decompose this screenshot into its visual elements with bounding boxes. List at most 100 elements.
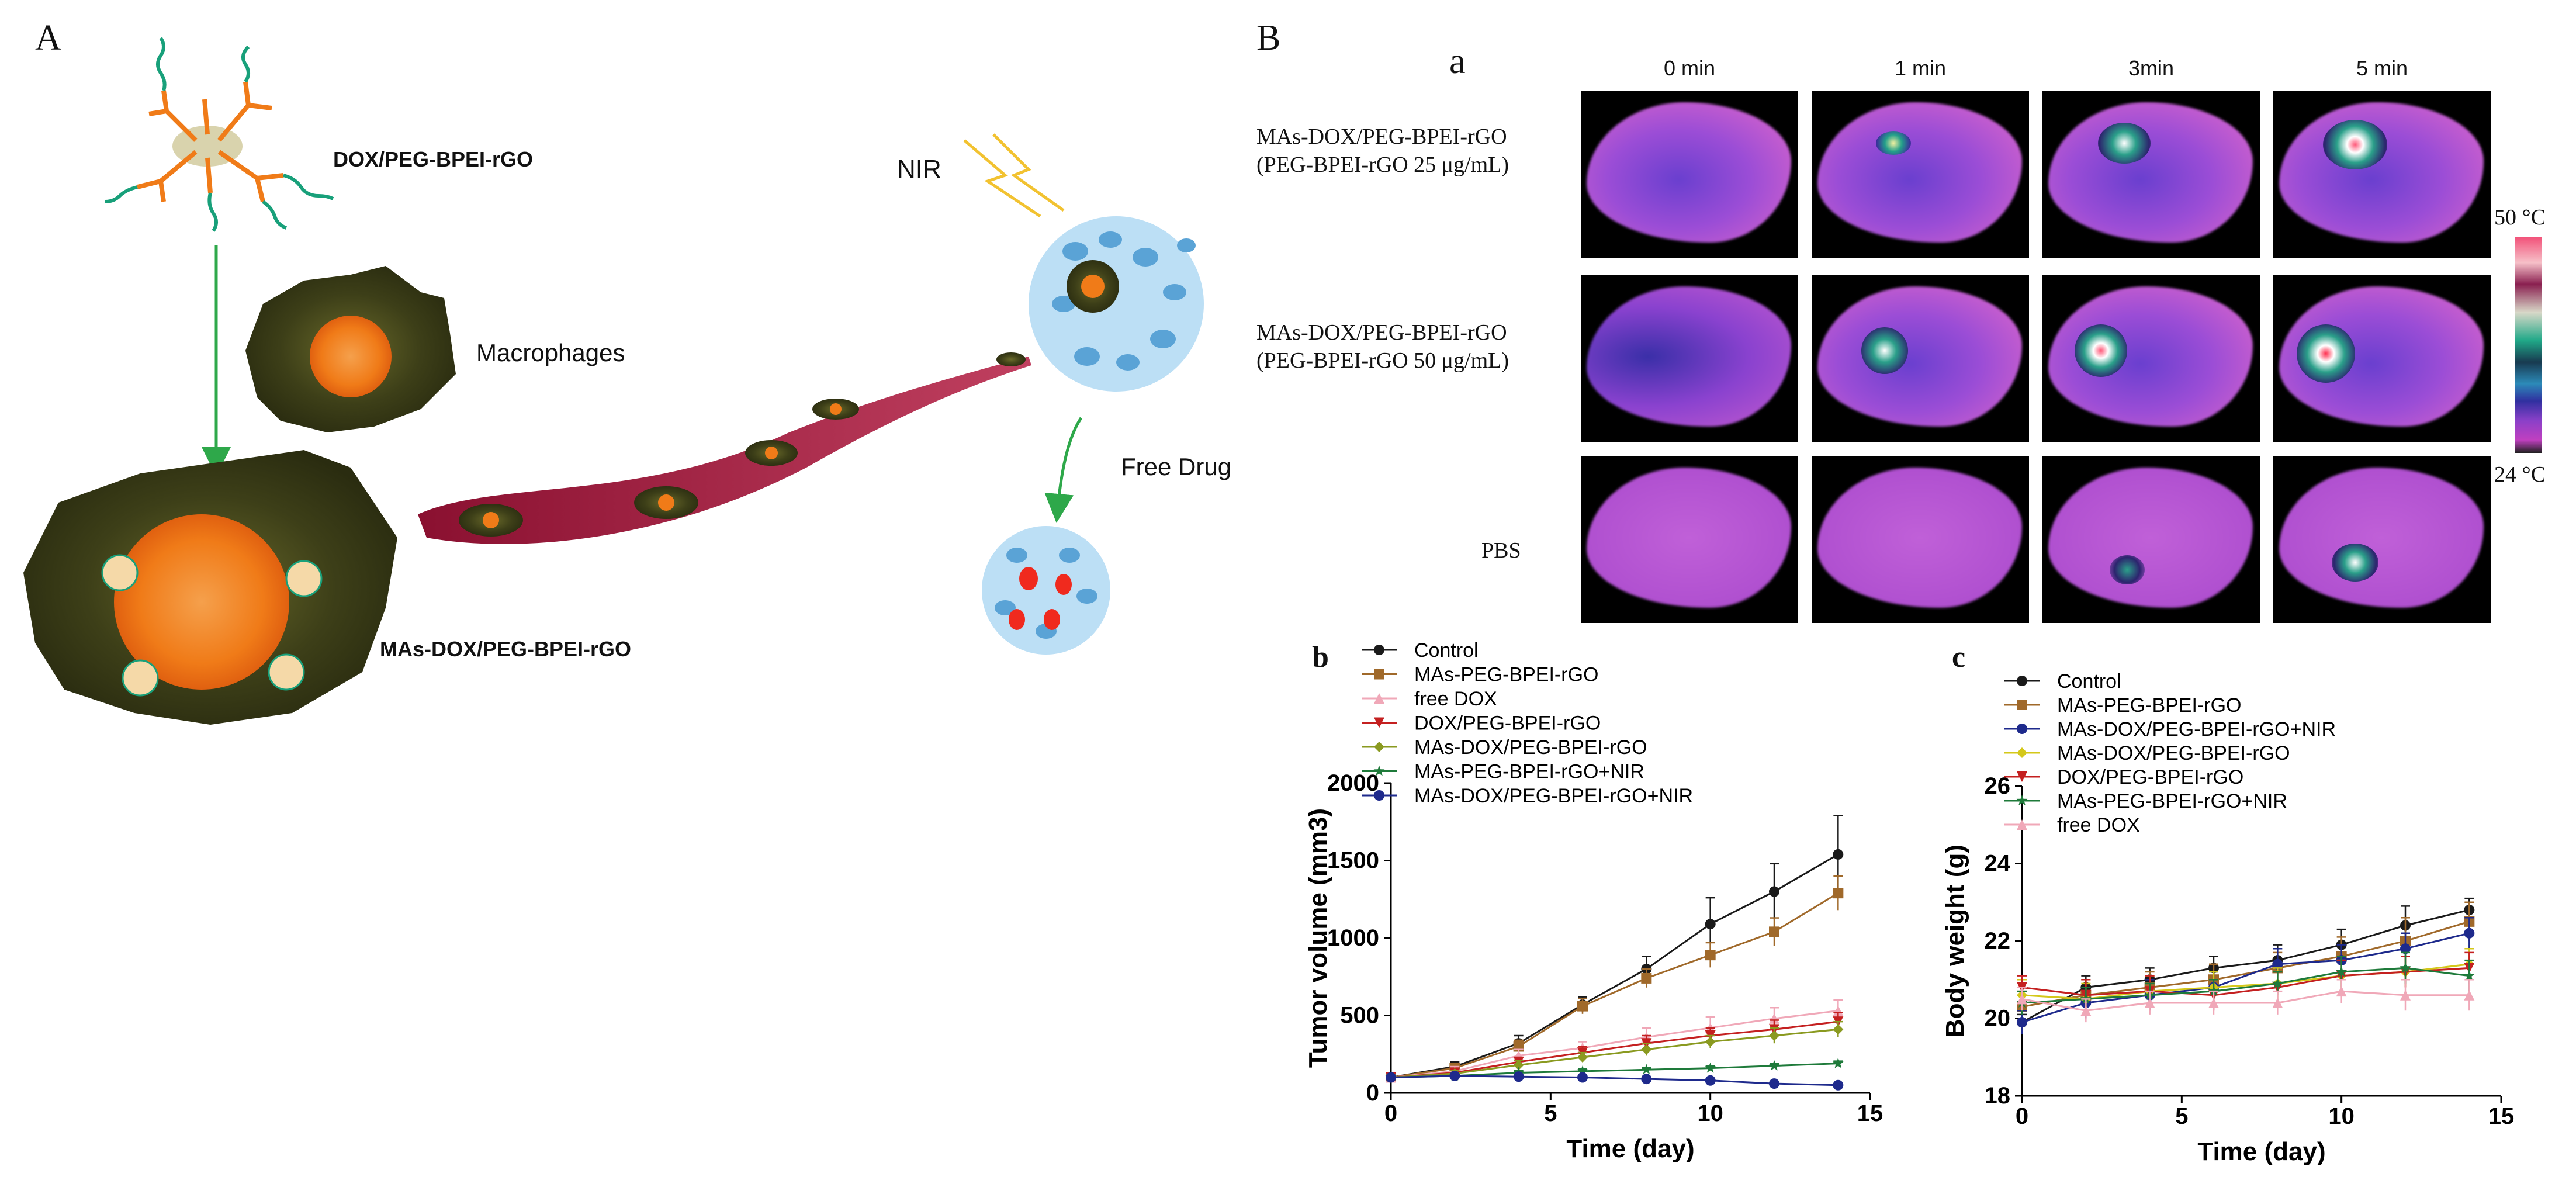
legend-label: free DOX — [1414, 688, 1497, 710]
series — [1386, 1070, 1844, 1091]
y-axis-label: Tumor volume (mm3) — [1304, 808, 1332, 1068]
y-tick-label: 24 — [1985, 851, 2011, 877]
data-point — [2017, 700, 2027, 710]
series-line — [2021, 990, 2470, 1012]
data-point — [2336, 986, 2347, 997]
series-line — [1390, 1020, 1838, 1078]
panel-letter-a: A — [35, 18, 61, 58]
schematic-illustration — [23, 37, 1204, 725]
series-line — [1390, 1028, 1838, 1078]
row-label-line2: (PEG-BPEI-rGO 50 μg/mL) — [1256, 348, 1509, 373]
legend-label: DOX/PEG-BPEI-rGO — [2057, 766, 2243, 788]
data-point — [1769, 1078, 1779, 1089]
thermal-image — [2273, 91, 2491, 258]
series-line — [2021, 932, 2470, 1023]
series-line — [1390, 1075, 1838, 1086]
data-point — [1833, 888, 1844, 899]
thermal-image — [2273, 456, 2491, 623]
data-point — [2017, 994, 2027, 1005]
legend-label: MAs-DOX/PEG-BPEI-rGO — [2057, 742, 2290, 764]
legend-label: Control — [2057, 670, 2121, 693]
y-axis-label: Body weight (g) — [1941, 845, 1969, 1037]
data-point — [1374, 669, 1384, 680]
series-line — [1390, 892, 1839, 1078]
y-tick-label: 22 — [1985, 928, 2011, 954]
x-tick-label: 10 — [1697, 1100, 1723, 1126]
time-header: 1 min — [1894, 56, 1947, 80]
legend-label: free DOX — [2057, 814, 2140, 836]
row-label: PBS — [1481, 538, 1521, 563]
data-point — [1705, 1036, 1716, 1047]
thermal-image — [1581, 91, 1798, 258]
x-tick-label: 10 — [2328, 1103, 2355, 1129]
row-label: MAs-DOX/PEG-BPEI-rGO (PEG-BPEI-rGO 25 μg… — [1256, 123, 1572, 179]
thermal-image — [1812, 91, 2029, 258]
legend-label: MAs-DOX/PEG-BPEI-rGO — [1414, 736, 1647, 759]
row-label-line1: MAs-DOX/PEG-BPEI-rGO — [1256, 320, 1507, 345]
panel-letter-b: B — [1256, 18, 1281, 58]
data-point — [2017, 724, 2027, 734]
y-tick-label: 500 — [1340, 1003, 1379, 1029]
label-macrophages: Macrophages — [476, 339, 625, 366]
legend-label: MAs-DOX/PEG-BPEI-rGO+NIR — [2057, 718, 2336, 740]
label-mas-dox: MAs-DOX/PEG-BPEI-rGO — [380, 637, 632, 661]
time-header: 0 min — [1663, 56, 1716, 80]
data-point — [1513, 1060, 1524, 1071]
label-free-drug: Free Drug — [1121, 453, 1232, 480]
data-point — [2463, 970, 2475, 981]
data-point — [1705, 919, 1716, 930]
series-line — [1390, 853, 1839, 1078]
data-point — [1833, 1005, 1844, 1016]
series — [1386, 815, 1844, 1083]
data-point — [2017, 676, 2027, 686]
data-point — [2272, 958, 2283, 970]
row-label-line1: MAs-DOX/PEG-BPEI-rGO — [1256, 124, 1507, 149]
row-label-line2: (PEG-BPEI-rGO 25 μg/mL) — [1256, 153, 1509, 177]
sub-panel-letter-a: a — [1449, 41, 1466, 81]
data-point — [1832, 1057, 1844, 1068]
data-point — [2017, 747, 2027, 758]
data-point — [2017, 819, 2027, 830]
y-tick-label: 1500 — [1327, 848, 1379, 874]
data-point — [2400, 962, 2411, 973]
legend-label: MAs-PEG-BPEI-rGO — [1414, 664, 1598, 686]
x-tick-label: 5 — [2175, 1103, 2188, 1129]
x-tick-label: 15 — [1857, 1100, 1883, 1126]
data-point — [1705, 1062, 1716, 1073]
blood-vessel-icon — [418, 352, 1031, 544]
series-line — [1390, 1010, 1838, 1078]
label-dox-peg: DOX/PEG-BPEI-rGO — [333, 147, 534, 171]
y-tick-label: 18 — [1985, 1083, 2011, 1109]
data-point — [2464, 927, 2475, 939]
legend-label: MAs-PEG-BPEI-rGO+NIR — [1414, 761, 1644, 783]
data-point — [2400, 943, 2411, 954]
data-point — [1769, 886, 1779, 897]
data-point — [1577, 1052, 1588, 1063]
thermal-image — [2042, 91, 2260, 258]
data-point — [1577, 1001, 1588, 1012]
series-line — [2021, 967, 2470, 1004]
data-point — [2272, 978, 2283, 988]
thermal-image — [1812, 275, 2029, 442]
data-point — [1640, 1064, 1652, 1075]
scale-min-label: 24 °C — [2494, 462, 2546, 487]
data-point — [1374, 742, 1384, 752]
data-point — [1833, 1079, 1844, 1091]
y-tick-label: 1000 — [1327, 925, 1379, 951]
data-point — [1577, 1065, 1588, 1076]
thermal-image — [1812, 456, 2029, 623]
scale-max-label: 50 °C — [2494, 205, 2546, 230]
data-point — [1769, 1013, 1779, 1024]
loaded-macrophage-icon — [23, 450, 397, 725]
row-label-line1: PBS — [1481, 538, 1521, 563]
x-tick-label: 15 — [2488, 1103, 2515, 1129]
data-point — [2080, 1005, 2092, 1016]
legend-label: Control — [1414, 639, 1479, 662]
data-point — [1386, 1072, 1396, 1083]
series-line — [2021, 909, 2470, 1023]
x-tick-label: 0 — [2016, 1103, 2028, 1129]
macrophage-icon — [245, 266, 456, 432]
thermal-image — [2042, 456, 2260, 623]
data-point — [1374, 790, 1384, 801]
data-point — [1705, 1075, 1716, 1086]
